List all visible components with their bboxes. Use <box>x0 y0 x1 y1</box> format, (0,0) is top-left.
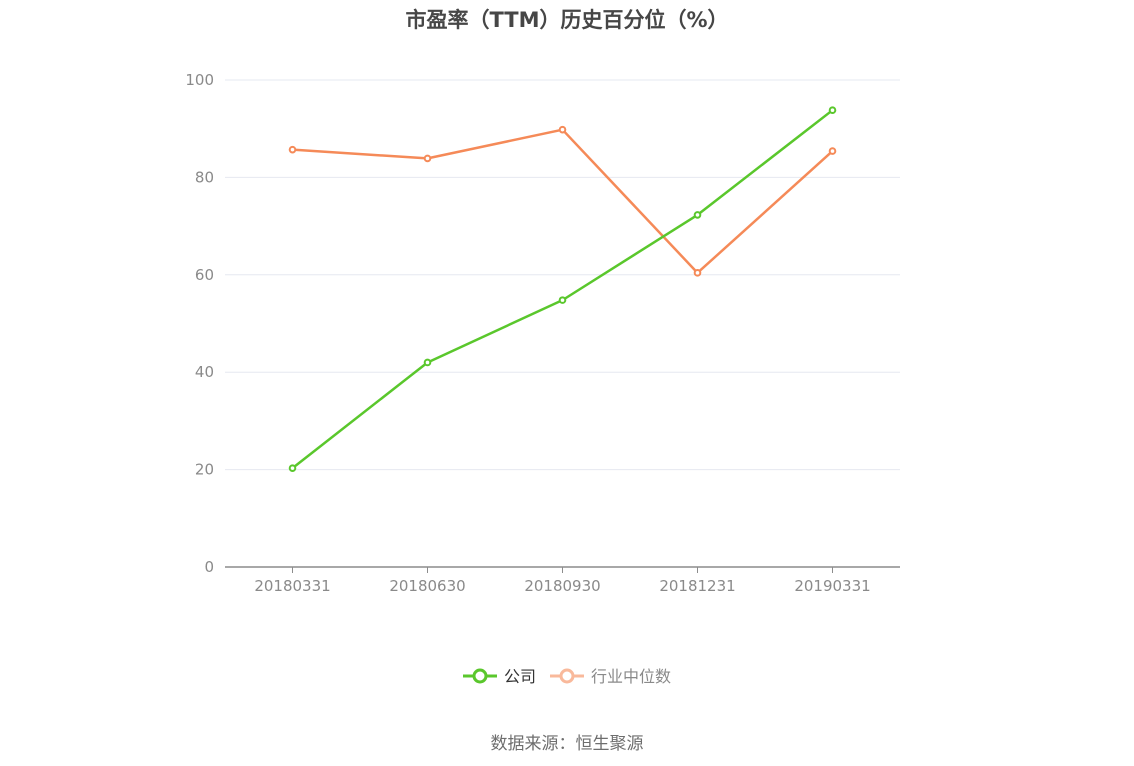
series-line-1 <box>291 128 834 275</box>
y-tick-label: 40 <box>195 363 214 381</box>
y-tick-label: 0 <box>204 558 214 576</box>
data-point <box>693 211 702 219</box>
y-tick-label: 60 <box>195 266 214 284</box>
x-tick-label: 20180930 <box>524 577 600 595</box>
legend: 公司 行业中位数 <box>463 667 671 686</box>
legend-label: 公司 <box>504 667 536 686</box>
legend-item: 公司 <box>463 667 536 686</box>
data-point <box>288 145 297 154</box>
y-tick-label: 100 <box>185 71 214 89</box>
y-tick-label: 80 <box>195 168 214 186</box>
x-tick-label: 20190331 <box>794 577 870 595</box>
legend-swatch-marker <box>559 668 575 684</box>
y-tick-label: 20 <box>195 461 214 479</box>
data-point <box>693 269 702 277</box>
data-point <box>558 296 567 304</box>
series <box>288 106 837 472</box>
axes: 0 20 40 60 80 100 20180331 20180630 20180930 2018… <box>185 71 900 595</box>
data-point <box>828 147 837 155</box>
chart-title: 市盈率（TTM）历史百分位（%） <box>405 8 729 32</box>
data-point <box>558 125 567 134</box>
data-point <box>288 464 297 472</box>
legend-item: 行业中位数 <box>550 667 671 686</box>
x-tick-label: 20180630 <box>389 577 465 595</box>
legend-swatch-marker <box>472 668 488 684</box>
data-point <box>423 358 432 367</box>
data-point <box>423 154 432 163</box>
grid-lines <box>225 79 900 471</box>
data-point <box>828 106 837 114</box>
x-tick-label: 20181231 <box>659 577 735 595</box>
x-tick-label: 20180331 <box>254 577 330 595</box>
legend-label: 行业中位数 <box>591 667 671 686</box>
data-source: 数据来源：恒生聚源 <box>490 734 644 754</box>
series-line-0 <box>291 108 834 470</box>
